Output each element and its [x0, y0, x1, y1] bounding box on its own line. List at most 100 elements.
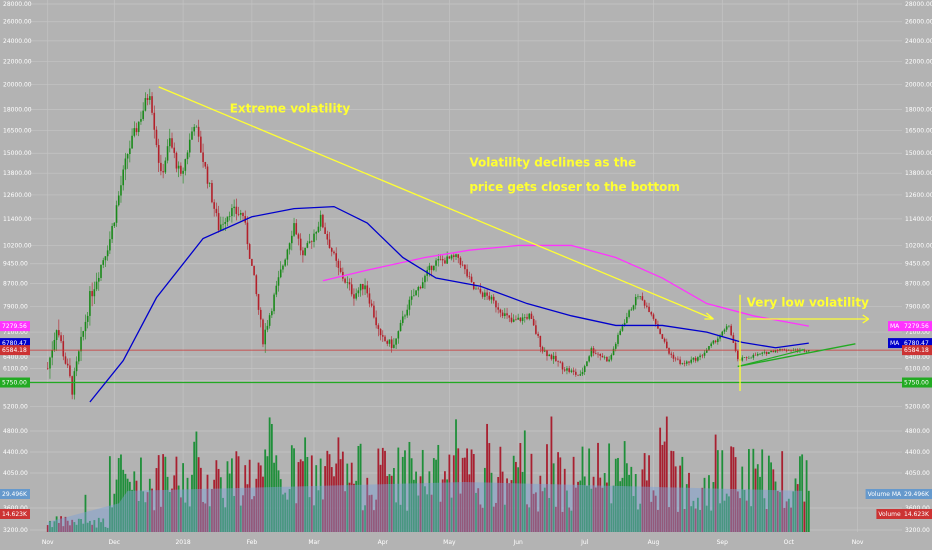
candle-body	[271, 311, 273, 316]
y-tick-label-right: 7900.00	[905, 304, 930, 311]
candle-body	[421, 282, 424, 289]
price-tag-left	[0, 345, 30, 356]
volume-bar	[787, 498, 790, 532]
candle-body	[714, 340, 717, 343]
candle-body	[215, 208, 218, 214]
volume-bar	[193, 441, 196, 532]
y-tick-label-right: 20000.00	[905, 81, 932, 88]
candle-body	[317, 226, 320, 232]
volume-bar	[106, 527, 109, 532]
y-tick-label-right: 9450.00	[905, 261, 930, 268]
candle-body	[184, 159, 187, 171]
candle-body	[586, 361, 588, 367]
candle-body	[146, 98, 149, 100]
trend-arrow-head	[704, 312, 714, 320]
candle-body	[388, 339, 391, 344]
volume-bar	[530, 453, 533, 532]
candle-body	[617, 334, 619, 344]
candle-body	[106, 250, 109, 257]
candle-body	[808, 350, 810, 352]
candle-body	[144, 98, 147, 111]
volume-bar	[384, 450, 386, 532]
candle-body	[632, 305, 635, 310]
volume-bar	[315, 465, 318, 532]
volume-bar	[428, 471, 431, 532]
volume-bar	[461, 457, 464, 532]
candle-body	[155, 129, 158, 146]
candle-body	[157, 145, 160, 163]
volume-bar	[670, 450, 673, 532]
candle-body	[765, 351, 768, 355]
volume-bar	[614, 458, 617, 532]
candle-body	[175, 152, 178, 169]
volume-bar	[148, 478, 151, 532]
candle-body	[344, 278, 346, 283]
candle-body	[368, 293, 371, 304]
volume-bar	[492, 506, 495, 532]
volume-bar	[583, 476, 586, 532]
volume-bar	[133, 471, 136, 532]
candle-body	[84, 321, 87, 332]
volume-bar	[732, 447, 735, 532]
volume-bar	[293, 448, 295, 532]
candle-body	[437, 259, 440, 261]
volume-bar	[379, 464, 382, 532]
volume-bar	[723, 500, 726, 532]
y-tick-label-right: 16500.00	[905, 127, 932, 134]
volume-tick-label-right: 4800.00	[905, 428, 930, 435]
x-tick-label: Sep	[717, 539, 729, 546]
volume-bar	[162, 454, 165, 532]
volume-bar	[173, 475, 176, 532]
candle-body	[339, 267, 342, 272]
volume-bar	[366, 477, 369, 532]
y-tick-label-right: 8700.00	[905, 280, 930, 287]
candle-body	[646, 305, 648, 307]
candle-body	[477, 288, 480, 290]
volume-bar	[783, 507, 786, 532]
candle-body	[805, 351, 808, 352]
volume-bar	[767, 455, 770, 532]
candle-body	[697, 357, 699, 361]
candle-body	[497, 307, 499, 310]
candle-body	[517, 317, 519, 320]
candle-body	[78, 351, 80, 362]
volume-bar	[554, 506, 557, 532]
volume-bar	[69, 525, 71, 532]
volume-bar	[506, 478, 508, 532]
volume-bar	[621, 477, 624, 532]
candle-body	[583, 366, 586, 372]
price-tag-right	[902, 338, 932, 349]
volume-bar	[346, 463, 349, 532]
x-tick-label: Feb	[247, 539, 258, 546]
volume-bar	[224, 507, 227, 532]
candle-body	[151, 96, 153, 113]
volume-bar	[517, 467, 520, 532]
volume-bar	[563, 468, 566, 532]
candle-body	[295, 223, 298, 235]
volume-bar	[246, 484, 249, 532]
candle-body	[55, 330, 58, 340]
candle-body	[681, 363, 684, 365]
volume-bar	[537, 511, 540, 532]
volume-bar	[497, 477, 500, 532]
candle-body	[357, 290, 360, 294]
volume-bar	[617, 457, 619, 532]
candle-body	[91, 291, 93, 297]
volume-bar	[661, 444, 664, 532]
volume-bar	[93, 520, 96, 532]
volume-bar	[250, 499, 253, 532]
candle-body	[204, 162, 207, 167]
candle-body	[728, 325, 730, 327]
volume-bar	[619, 481, 622, 532]
volume-bar	[568, 507, 571, 532]
candle-body	[435, 260, 437, 266]
grid-lines	[30, 0, 902, 532]
candle-body	[781, 349, 783, 350]
volume-bar	[313, 505, 315, 532]
volume-bar	[268, 417, 271, 532]
annotation-text: Very low volatility	[747, 296, 869, 310]
volume-bar	[166, 476, 169, 532]
candle-body	[628, 310, 630, 317]
volume-bar	[146, 492, 149, 532]
